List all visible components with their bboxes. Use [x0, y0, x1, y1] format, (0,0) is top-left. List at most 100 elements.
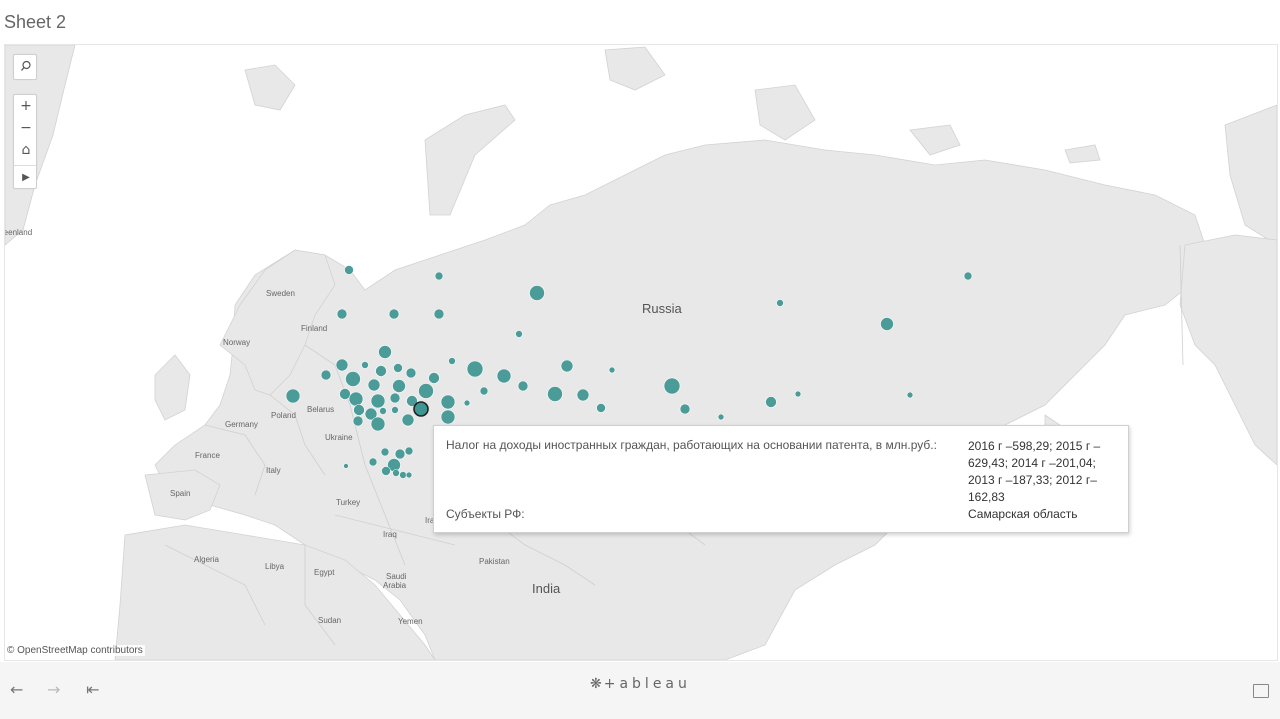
map-tooltip: Налог на доходы иностранных граждан, раб…: [433, 425, 1129, 533]
label-pakistan: Pakistan: [479, 557, 510, 566]
region-mark[interactable]: [391, 406, 399, 414]
scandinavia-shape: [219, 249, 336, 396]
region-mark[interactable]: [547, 386, 563, 402]
zoom-in-button[interactable]: +: [20, 98, 32, 114]
tableau-logo-text: +ableau: [603, 676, 691, 692]
region-mark[interactable]: [348, 391, 364, 407]
region-mark[interactable]: [370, 416, 386, 432]
severnaya-shape: [754, 84, 816, 141]
region-mark[interactable]: [343, 463, 349, 469]
region-mark[interactable]: [906, 391, 914, 399]
region-mark[interactable]: [380, 447, 390, 457]
region-mark[interactable]: [717, 413, 725, 421]
viz-footer: ← → ⇤ ❋ +ableau: [0, 662, 1280, 719]
region-mark[interactable]: [663, 377, 681, 395]
region-mark[interactable]: [765, 396, 777, 408]
region-mark[interactable]: [679, 403, 691, 415]
region-mark[interactable]: [463, 399, 471, 407]
tableau-logo[interactable]: ❋ +ableau: [590, 676, 691, 692]
tooltip-measure-value: 2016 г –598,29; 2015 г –629,43; 2014 г –…: [968, 439, 1101, 504]
region-mark[interactable]: [367, 378, 381, 392]
region-mark[interactable]: [440, 409, 456, 425]
label-yemen: Yemen: [398, 617, 423, 626]
region-mark[interactable]: [370, 393, 386, 409]
region-mark[interactable]: [608, 366, 616, 374]
redo-arrow-icon[interactable]: →: [47, 680, 61, 699]
region-mark[interactable]: [405, 471, 413, 479]
region-mark[interactable]: [339, 388, 351, 400]
label-poland: Poland: [271, 411, 296, 420]
region-mark[interactable]: [433, 308, 445, 320]
region-mark[interactable]: [392, 379, 406, 393]
region-mark[interactable]: [406, 395, 418, 407]
play-icon[interactable]: ▶: [14, 165, 38, 188]
tooltip-measure-label: Налог на доходы иностранных граждан, раб…: [446, 438, 937, 452]
home-icon[interactable]: ⌂: [21, 142, 31, 158]
map-search-button[interactable]: [13, 54, 37, 80]
label-norway: Norway: [223, 338, 250, 347]
region-mark[interactable]: [517, 380, 529, 392]
region-mark[interactable]: [381, 466, 391, 476]
region-mark[interactable]: [479, 386, 489, 396]
novaya-zemlya-shape: [424, 104, 516, 216]
magnifier-icon[interactable]: [14, 55, 38, 77]
region-mark[interactable]: [496, 368, 512, 384]
region-mark[interactable]: [345, 371, 361, 387]
region-mark[interactable]: [320, 369, 332, 381]
region-mark[interactable]: [336, 308, 348, 320]
region-mark[interactable]: [388, 308, 400, 320]
region-mark[interactable]: [352, 415, 364, 427]
zoom-out-button[interactable]: −: [20, 120, 32, 136]
region-mark[interactable]: [394, 448, 406, 460]
undo-arrow-icon[interactable]: ←: [10, 680, 24, 699]
label-libya: Libya: [265, 562, 285, 571]
region-mark[interactable]: [401, 413, 415, 427]
region-mark[interactable]: [880, 317, 894, 331]
region-mark[interactable]: [529, 285, 545, 301]
map-view[interactable]: reenland Sweden Finland Norway Poland Be…: [4, 44, 1278, 661]
region-mark[interactable]: [379, 407, 387, 415]
region-mark[interactable]: [963, 271, 973, 281]
region-mark[interactable]: [353, 404, 365, 416]
region-mark[interactable]: [515, 330, 523, 338]
region-mark[interactable]: [466, 360, 484, 378]
region-mark[interactable]: [399, 471, 407, 479]
region-mark[interactable]: [776, 299, 784, 307]
region-mark[interactable]: [364, 407, 378, 421]
data-marks[interactable]: [285, 265, 973, 479]
region-mark[interactable]: [794, 390, 802, 398]
region-mark[interactable]: [368, 457, 378, 467]
region-mark[interactable]: [405, 367, 417, 379]
map-attribution[interactable]: © OpenStreetMap contributors: [5, 645, 145, 656]
region-mark[interactable]: [335, 358, 349, 372]
region-mark[interactable]: [440, 394, 456, 410]
region-mark[interactable]: [404, 446, 414, 456]
region-mark[interactable]: [393, 363, 403, 373]
fullscreen-icon[interactable]: [1253, 684, 1269, 698]
region-mark[interactable]: [448, 357, 456, 365]
region-mark[interactable]: [361, 361, 369, 369]
region-mark[interactable]: [428, 372, 440, 384]
region-mark[interactable]: [344, 265, 354, 275]
region-mark[interactable]: [285, 388, 301, 404]
label-greenland: reenland: [5, 228, 32, 237]
label-germany: Germany: [225, 420, 258, 429]
label-france: France: [195, 451, 220, 460]
region-mark[interactable]: [434, 271, 444, 281]
region-mark[interactable]: [389, 392, 401, 404]
region-mark[interactable]: [418, 383, 434, 399]
label-sudan: Sudan: [318, 616, 341, 625]
eurasia-shape: [154, 139, 1206, 660]
region-mark[interactable]: [560, 359, 574, 373]
region-mark-selected[interactable]: [413, 401, 429, 417]
map-canvas[interactable]: reenland Sweden Finland Norway Poland Be…: [5, 45, 1277, 660]
label-sweden: Sweden: [266, 289, 295, 298]
region-mark[interactable]: [378, 345, 392, 359]
region-mark[interactable]: [392, 469, 400, 477]
region-mark[interactable]: [375, 365, 387, 377]
tooltip-dimension-value: Самарская область: [968, 507, 1078, 521]
region-mark[interactable]: [596, 403, 606, 413]
revert-icon[interactable]: ⇤: [86, 680, 100, 699]
region-mark[interactable]: [576, 388, 590, 402]
label-finland: Finland: [301, 324, 327, 333]
